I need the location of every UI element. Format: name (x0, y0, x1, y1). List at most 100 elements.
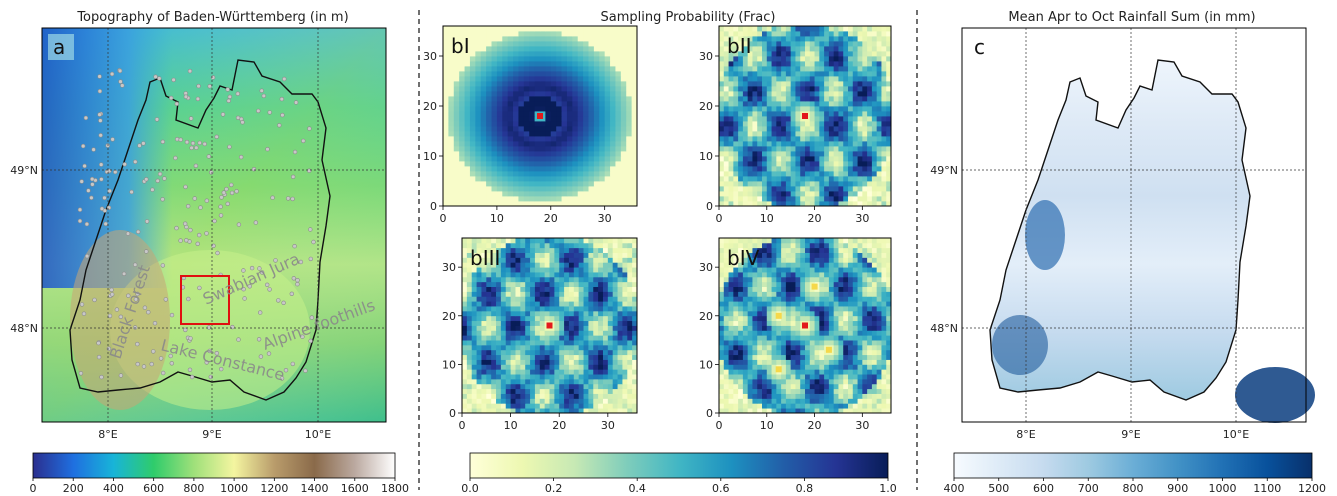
heatmap-cell (747, 121, 753, 127)
heatmap-cell (607, 296, 614, 302)
heatmap-cell (480, 56, 487, 62)
heatmap-cell (602, 291, 609, 297)
heatmap-cell (588, 276, 594, 283)
heatmap-cell (852, 76, 858, 82)
heatmap-cell (862, 56, 868, 62)
heatmap-cell (545, 131, 552, 137)
heatmap-cell (491, 398, 497, 404)
heatmap-cell (612, 306, 618, 312)
heatmap-cell (500, 369, 507, 375)
heatmap-cell (752, 116, 758, 122)
heatmap-cell (747, 161, 753, 167)
heatmap-cell (491, 388, 497, 394)
heatmap-cell (857, 66, 863, 72)
heatmap-cell (632, 310, 638, 317)
heatmap-cell (871, 76, 878, 82)
heatmap-cell (564, 340, 570, 346)
heatmap-cell (471, 242, 477, 249)
heatmap-cell (867, 403, 873, 409)
heatmap-cell (886, 171, 892, 177)
heatmap-cell (742, 364, 749, 370)
station-point (280, 112, 285, 118)
heatmap-cell (620, 91, 627, 97)
heatmap-cell (572, 121, 579, 127)
heatmap-cell (762, 61, 768, 67)
heatmap-cell (843, 369, 849, 375)
heatmap-cell (790, 161, 796, 167)
heatmap-cell (857, 171, 863, 177)
heatmap-cell (464, 111, 471, 117)
heatmap-cell (814, 101, 820, 107)
heatmap-cell (572, 176, 579, 182)
heatmap-cell (572, 46, 579, 52)
heatmap-cell (510, 262, 516, 268)
heatmap-cell (550, 101, 557, 107)
heatmap-cell (572, 131, 579, 137)
heatmap-cell (529, 101, 536, 107)
heatmap-cell (867, 76, 873, 82)
heatmap-cell (607, 291, 614, 297)
heatmap-cell (612, 393, 618, 399)
heatmap-cell (766, 354, 772, 360)
heatmap-cell (496, 66, 503, 72)
heatmap-cell (838, 116, 844, 122)
heatmap-cell (620, 186, 627, 192)
heatmap-cell (781, 378, 787, 385)
heatmap-cell (881, 26, 887, 32)
heatmap-cell (496, 272, 502, 278)
heatmap-cell (459, 171, 465, 177)
heatmap-cell (752, 393, 758, 399)
heatmap-cell (566, 81, 573, 87)
heatmap-cell (607, 388, 614, 394)
heatmap-cell (610, 66, 616, 72)
station-point (133, 159, 138, 165)
heatmap-cell (795, 344, 801, 351)
heatmap-cell (523, 41, 530, 47)
heatmap-cell (598, 286, 604, 292)
heatmap-cell (719, 116, 725, 122)
heatmap-cell (626, 111, 633, 117)
heatmap-cell (549, 354, 555, 360)
heatmap-cell (540, 71, 546, 77)
heatmap-cell (814, 41, 820, 47)
heatmap-cell (604, 136, 611, 142)
heatmap-cell (833, 36, 839, 42)
heatmap-cell (757, 91, 763, 97)
heatmap-cell (824, 146, 830, 152)
heatmap-cell (464, 156, 471, 162)
heatmap-cell (500, 330, 507, 336)
heatmap-cell (496, 354, 502, 360)
heatmap-cell (824, 359, 830, 365)
heatmap-cell (626, 76, 633, 82)
heatmap-cell (632, 359, 638, 365)
heatmap-cell (867, 31, 873, 37)
heatmap-cell (464, 166, 471, 172)
heatmap-cell (857, 151, 863, 157)
heatmap-cell (776, 201, 782, 207)
heatmap-cell (544, 252, 550, 258)
heatmap-cell (583, 131, 589, 137)
heatmap-cell (790, 91, 796, 97)
station-point (171, 77, 176, 83)
heatmap-cell (564, 354, 570, 360)
heatmap-cell (752, 403, 758, 409)
heatmap-cell (809, 36, 815, 42)
heatmap-cell (466, 374, 473, 380)
heatmap-cell (852, 121, 858, 127)
heatmap-cell (615, 71, 622, 77)
heatmap-cell (466, 403, 473, 409)
heatmap-cell (766, 101, 772, 107)
heatmap-cell (598, 403, 604, 409)
heatmap-cell (534, 310, 541, 317)
heatmap-cell (544, 242, 550, 249)
heatmap-cell (719, 161, 725, 167)
heatmap-cell (838, 166, 844, 172)
heatmap-cell (500, 320, 507, 326)
heatmap-cell (790, 151, 796, 157)
heatmap-cell (881, 136, 887, 142)
heatmap-cell (762, 359, 768, 365)
heatmap-cell (496, 320, 502, 326)
heatmap-cell (617, 301, 623, 307)
heatmap-cell (814, 310, 820, 317)
heatmap-cell (838, 96, 844, 102)
